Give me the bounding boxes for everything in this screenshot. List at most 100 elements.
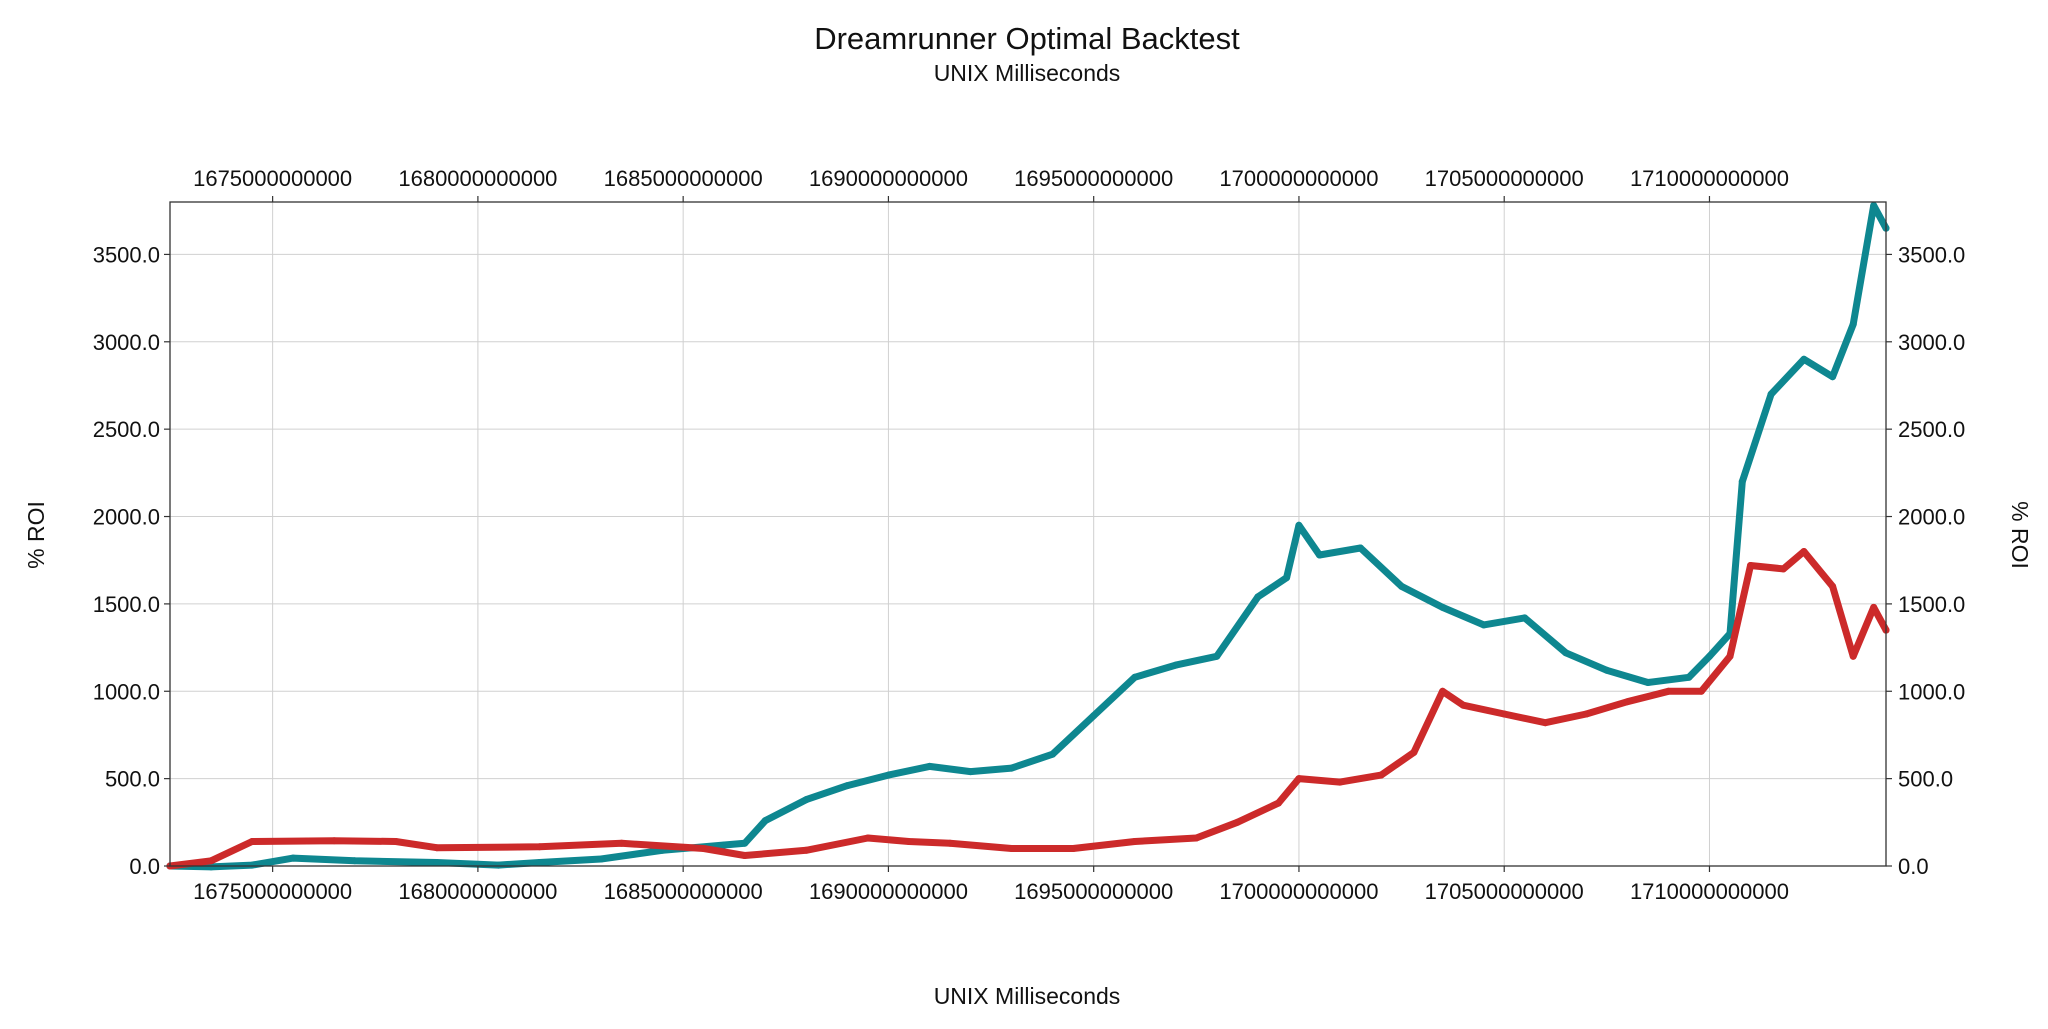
series-1-point — [1870, 202, 1878, 209]
chart-title: Dreamrunner Optimal Backtest — [814, 21, 1240, 56]
series-2-point — [1800, 548, 1808, 555]
y-tick-label: 1500.0 — [93, 592, 160, 617]
series-1-point — [926, 762, 933, 770]
series-1-point — [1829, 373, 1837, 381]
x-tick-label-top: 1700000000000 — [1219, 166, 1378, 191]
series-1-point — [248, 861, 256, 869]
series-2-point — [1582, 710, 1590, 718]
series-1-point — [433, 859, 441, 866]
series-2-point — [1747, 562, 1754, 569]
series-1-point — [1283, 574, 1291, 582]
series-1-point — [1685, 673, 1693, 681]
series-1-point — [720, 841, 728, 849]
series-1-point — [1316, 551, 1323, 559]
series-2-point — [802, 846, 810, 854]
series-1-point — [1738, 478, 1746, 486]
plot-frame — [169, 201, 1887, 867]
x-tick-label: 1680000000000 — [398, 879, 557, 904]
x-tick-label-top: 1685000000000 — [604, 166, 763, 191]
y-tick-label: 500.0 — [105, 767, 160, 792]
series-2-point — [433, 844, 441, 852]
series-1-point — [1800, 355, 1808, 363]
series-2-point — [1779, 565, 1787, 573]
grid — [170, 202, 1886, 867]
series-1-point — [597, 855, 605, 863]
series-2-point — [864, 834, 872, 842]
series-2-point — [700, 845, 708, 852]
series-2-point — [1410, 748, 1418, 756]
x-tick-label-top: 1705000000000 — [1425, 166, 1584, 191]
axes: 1675000000000 1675000000000 1680000000000 1… — [93, 166, 1966, 904]
y-axis-label-right: % ROI — [2007, 501, 2033, 569]
series-2-point — [1541, 719, 1549, 727]
y-tick-label-right: 1000.0 — [1898, 679, 1965, 704]
y-tick-label: 0.0 — [129, 854, 160, 879]
x-tick-label-top: 1680000000000 — [398, 166, 557, 191]
series-1-point — [1295, 521, 1303, 529]
x-tick-label: 1700000000000 — [1219, 879, 1378, 904]
series-1-point — [207, 863, 215, 871]
series-1-point — [967, 768, 974, 776]
series-2-point — [1008, 845, 1016, 852]
series-2-point — [1192, 834, 1200, 842]
series-1-point — [1398, 582, 1406, 590]
series-1-point — [494, 861, 502, 869]
series-1-point — [1767, 390, 1775, 398]
y-tick-label: 1000.0 — [93, 679, 160, 704]
series-2-point — [392, 838, 400, 845]
series-2-point — [1377, 771, 1385, 779]
series-1-point — [1090, 712, 1098, 720]
series-2-point — [1726, 652, 1734, 660]
series-2-point — [248, 838, 256, 845]
series-2-point — [1500, 710, 1508, 718]
y-tick-label-right: 2000.0 — [1898, 505, 1965, 530]
series-2-point — [1829, 582, 1837, 590]
x-tick-label-top: 1695000000000 — [1014, 166, 1173, 191]
x-tick-label: 1685000000000 — [604, 879, 763, 904]
series-2-point — [536, 843, 543, 851]
series-1-point — [1480, 621, 1488, 629]
series-2-point — [1131, 838, 1139, 845]
y-tick-label-right: 500.0 — [1898, 767, 1953, 792]
y-tick-label-right: 1500.0 — [1898, 592, 1965, 617]
series-1-point — [761, 817, 769, 825]
x-tick-label: 1705000000000 — [1425, 879, 1584, 904]
series-2-point — [1233, 818, 1241, 826]
y-tick-label: 3500.0 — [93, 242, 160, 267]
x-tick-label-top: 1675000000000 — [193, 166, 352, 191]
series-1-point — [1213, 652, 1221, 660]
series-line-2 — [166, 548, 1890, 870]
y-tick-label: 2000.0 — [93, 505, 160, 530]
series-2-point — [1849, 652, 1857, 660]
x-tick-label: 1710000000000 — [1630, 879, 1789, 904]
y-tick-label: 3000.0 — [93, 330, 160, 355]
y-axis-label-left: % ROI — [23, 501, 49, 569]
series-2-point — [1439, 687, 1447, 695]
series-1-point — [1172, 661, 1180, 669]
x-tick-label: 1695000000000 — [1014, 879, 1173, 904]
series-2-point — [1295, 775, 1303, 783]
series-group — [166, 202, 1890, 871]
series-2-point — [905, 838, 913, 845]
series-1-point — [536, 859, 543, 866]
series-1-point — [884, 771, 892, 779]
series-2-point — [207, 857, 215, 865]
chart-subtitle: UNIX Milliseconds — [934, 60, 1121, 86]
series-1-point — [802, 796, 810, 804]
x-tick-label: 1675000000000 — [193, 879, 352, 904]
series-2-point — [741, 852, 749, 859]
x-tick-label-top: 1710000000000 — [1630, 166, 1789, 191]
series-1-point — [1131, 673, 1139, 681]
series-1-point — [1603, 666, 1611, 674]
series-2-point — [1870, 603, 1878, 611]
series-2-point — [1069, 845, 1077, 852]
series-1-point — [843, 782, 851, 790]
series-1-point — [1521, 614, 1529, 622]
series-2-point — [618, 839, 626, 847]
series-2-point — [1697, 687, 1705, 695]
series-1-point — [1644, 679, 1652, 686]
y-tick-label-right: 3500.0 — [1898, 242, 1965, 267]
y-tick-label: 2500.0 — [93, 417, 160, 442]
